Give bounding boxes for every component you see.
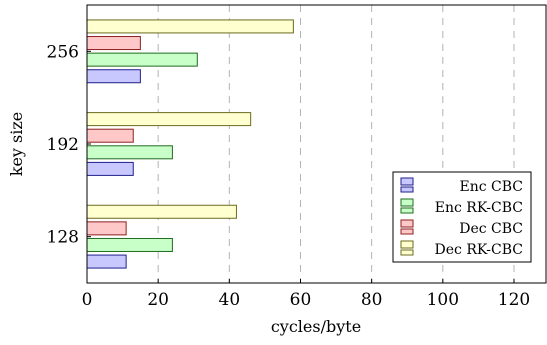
x-axis-label: cycles/byte <box>271 317 361 336</box>
bar-dec-rk-cbc-192 <box>86 112 252 127</box>
bar-enc-rk-cbc-256 <box>86 52 198 67</box>
legend-label: Enc RK-CBC <box>435 200 523 216</box>
y-tick-label: 192 <box>47 135 79 155</box>
x-axis-ticks: 0 20 40 60 80 100 120 <box>82 279 530 310</box>
legend-swatch-shadow <box>400 228 414 235</box>
legend-swatch <box>400 198 414 207</box>
legend-box <box>392 171 532 263</box>
y-axis-label: key size <box>7 112 26 177</box>
y-axis-ticks: 128 192 256 <box>47 42 91 248</box>
x-tick-label: 100 <box>427 290 459 310</box>
bar-dec-cbc-192 <box>86 128 134 143</box>
y-tick-label: 128 <box>47 228 79 248</box>
legend-label: Dec RK-CBC <box>435 242 523 258</box>
legend-swatch <box>400 177 414 186</box>
bar-dec-rk-cbc-128 <box>86 204 237 219</box>
x-tick-label: 80 <box>361 290 383 310</box>
legend-swatch-shadow <box>400 249 414 256</box>
x-tick-label: 20 <box>147 290 169 310</box>
x-tick-label: 0 <box>82 290 93 310</box>
x-tick-label: 120 <box>498 290 530 310</box>
x-tick-label: 60 <box>290 290 312 310</box>
legend-swatch-shadow <box>400 186 414 193</box>
legend-swatch-shadow <box>400 207 414 214</box>
bar-dec-rk-cbc-256 <box>86 19 294 34</box>
bar-enc-rk-cbc-192 <box>86 145 173 160</box>
bar-enc-rk-cbc-128 <box>86 237 173 252</box>
legend: Enc CBC Enc RK-CBC Dec CBC Dec RK-CBC <box>392 171 532 263</box>
bar-enc-cbc-192 <box>86 161 134 176</box>
bars <box>86 19 294 269</box>
x-tick-label: 40 <box>219 290 241 310</box>
legend-label: Enc CBC <box>460 179 524 195</box>
legend-swatch <box>400 219 414 228</box>
bar-enc-cbc-128 <box>86 254 127 269</box>
bar-dec-cbc-256 <box>86 36 141 51</box>
y-tick-label: 256 <box>47 42 79 62</box>
bar-dec-cbc-128 <box>86 221 127 236</box>
legend-swatch <box>400 240 414 249</box>
bar-enc-cbc-256 <box>86 69 141 84</box>
legend-label: Dec CBC <box>459 221 523 237</box>
